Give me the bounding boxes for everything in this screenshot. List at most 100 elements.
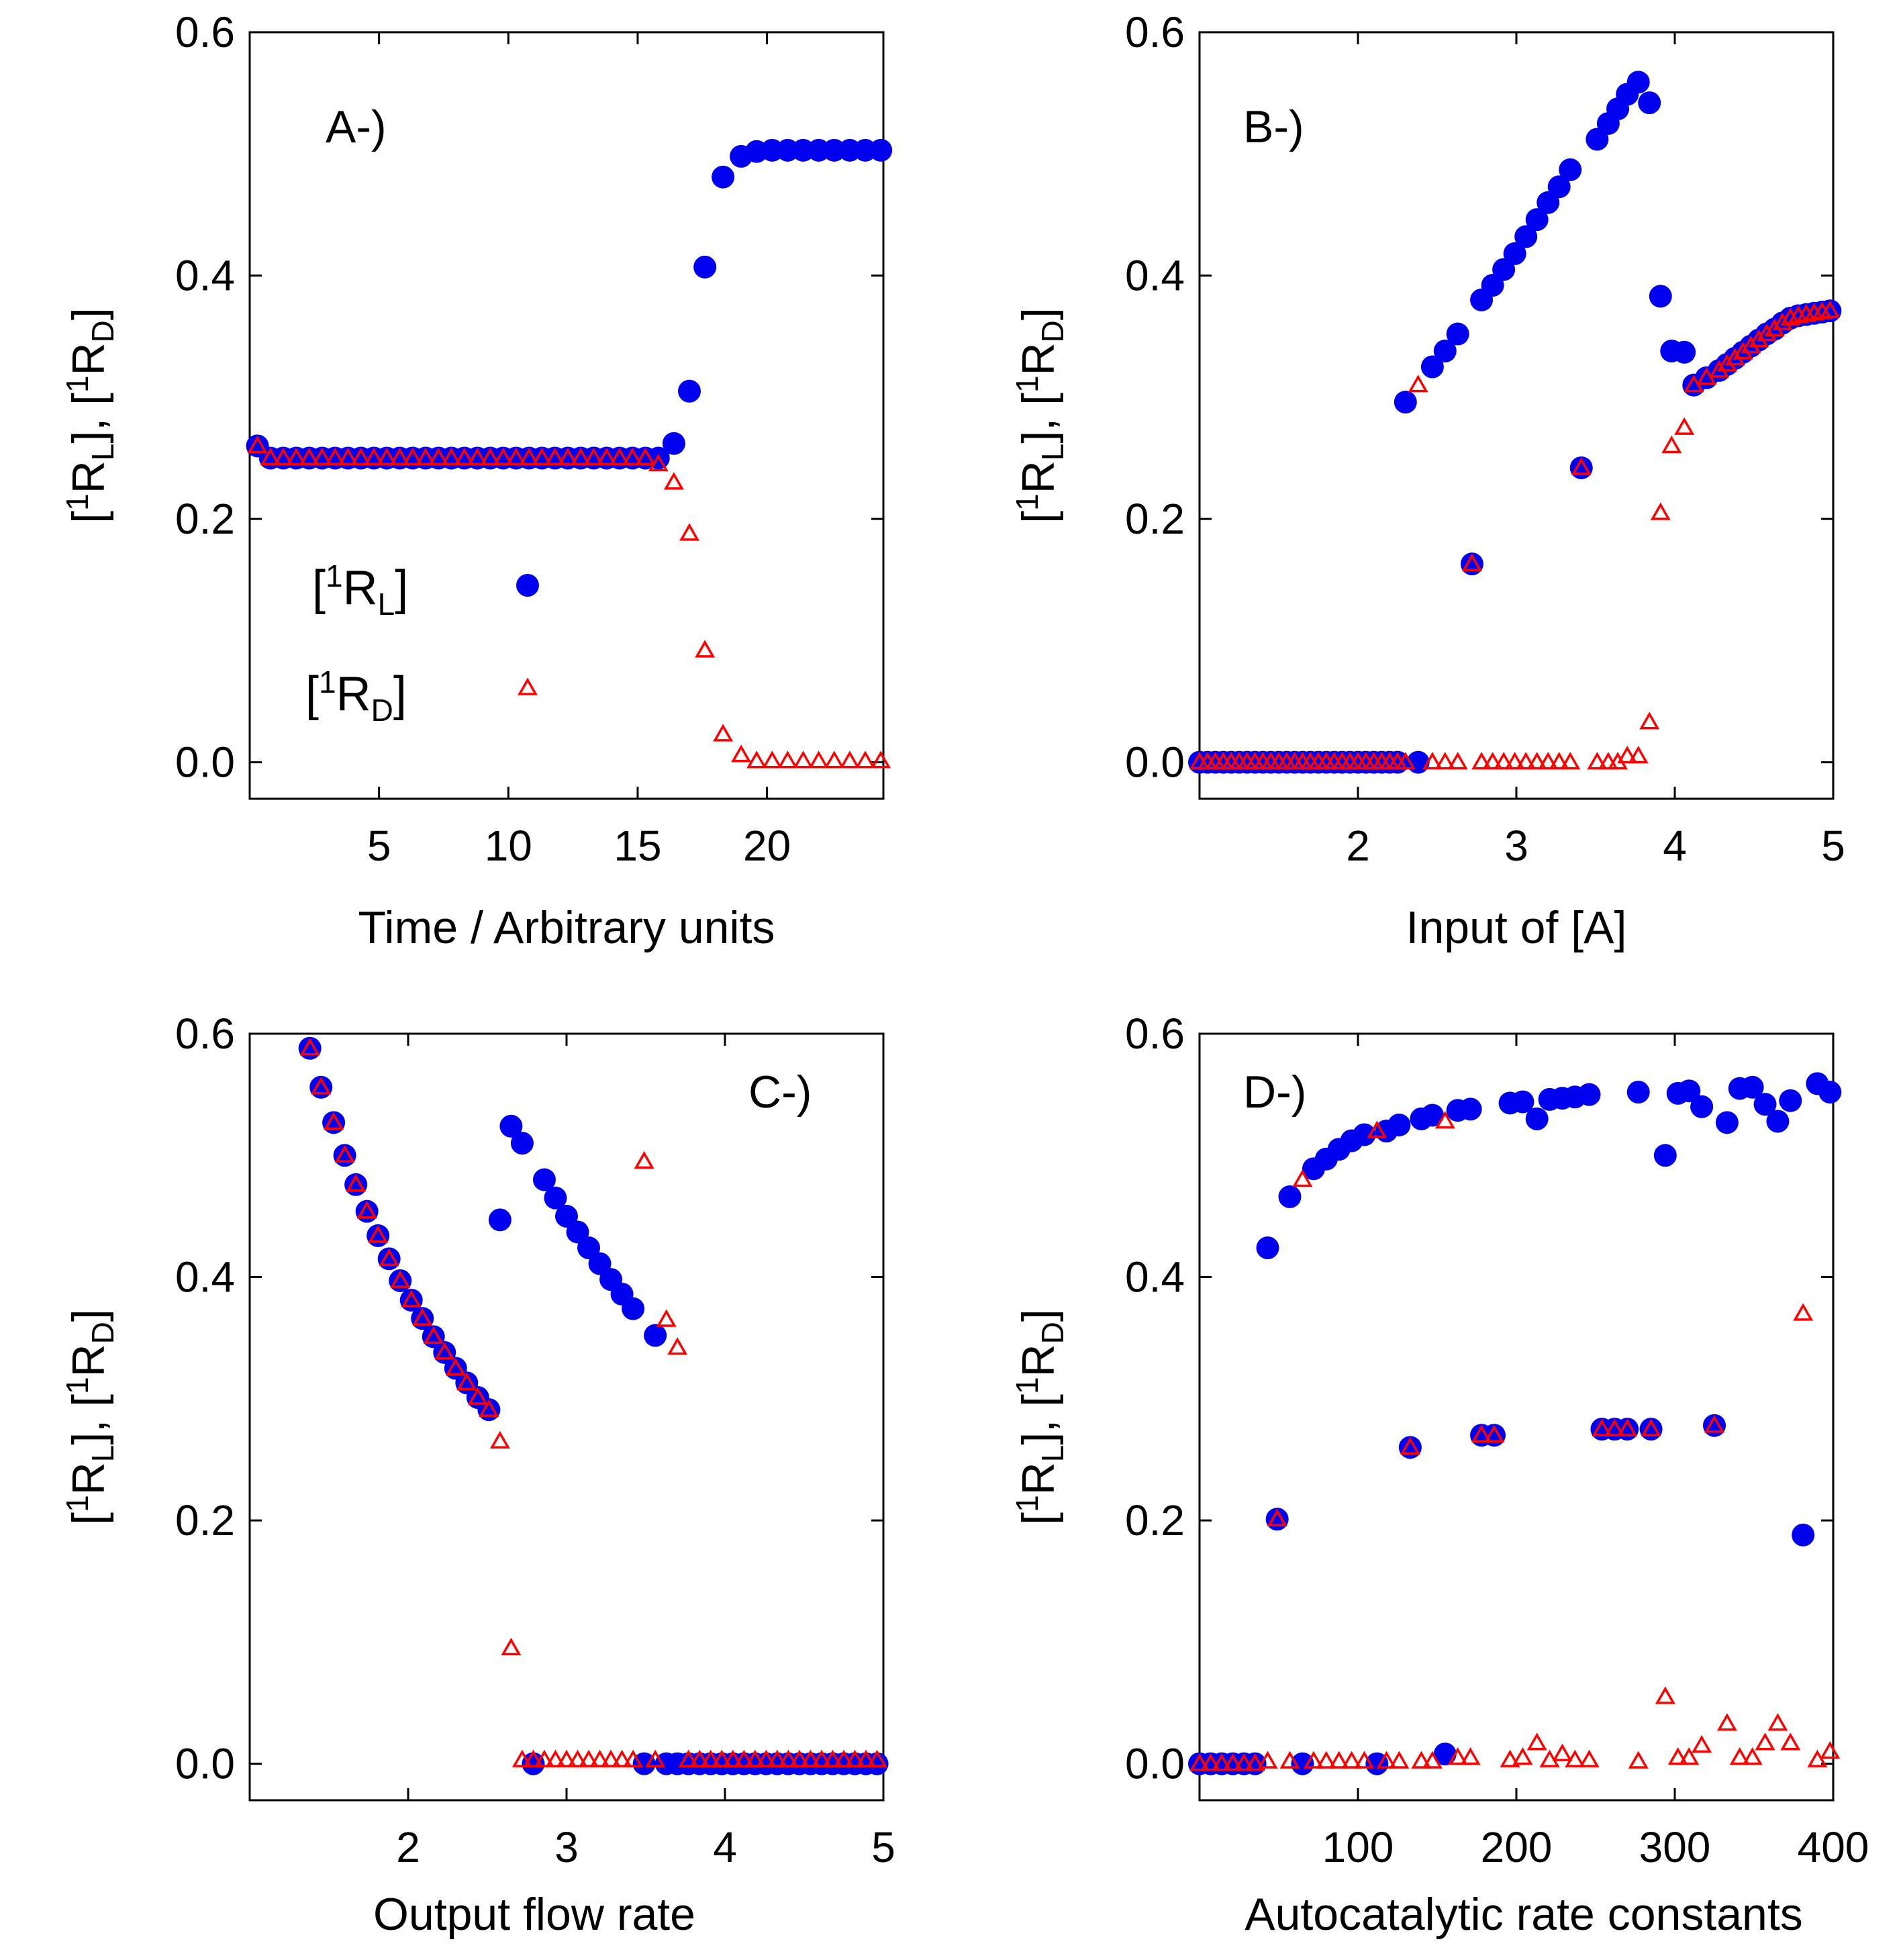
panel-d-point-rd [1389, 1751, 1410, 1769]
panel-b-point-rd [1598, 752, 1618, 770]
panel-d-point-rd [1279, 1751, 1300, 1769]
panel-a-point-rd [402, 447, 423, 466]
panel-d-point-rd [1460, 1747, 1481, 1765]
panel-c-point-rl [499, 1114, 523, 1138]
panel-a-point-rd [350, 447, 371, 466]
panel-d-ytick-label: 0.0 [1125, 1740, 1185, 1788]
panel-c-point-rl [865, 1752, 889, 1775]
panel-d-plot-area [1198, 1032, 1835, 1802]
panel-b-point-rd [1504, 752, 1525, 770]
panel-b-point-rl [1525, 208, 1549, 232]
panel-b-points [1188, 70, 1842, 774]
panel-d-point-rd [1245, 1753, 1265, 1771]
panel-a-point-rd [571, 447, 591, 466]
panel-a-point-rd [389, 447, 410, 466]
panel-d-ticks: 0.0 0.2 0.4 0.6 100 200 300 400 [1125, 1010, 1869, 1871]
panel-d-point-rd [1793, 1303, 1814, 1321]
panel-d-ytick-label: 0.2 [1125, 1496, 1185, 1545]
panel-b-point-rl [1673, 340, 1696, 364]
panel-d-point-rd [1552, 1743, 1573, 1761]
panel-d-point-rl [1353, 1123, 1376, 1146]
panel-d-point-rd [1592, 1418, 1612, 1436]
panel-c-x-axis-label: Output flow rate [373, 1889, 695, 1940]
panel-c-point-rd [511, 1749, 532, 1767]
panel-b-point-rd [1639, 712, 1660, 730]
panel-b-point-rd [1628, 746, 1649, 764]
panel-a-point-rd [762, 750, 783, 769]
panel-a-ticks: 0.0 0.2 0.4 0.6 5 10 15 20 [175, 8, 883, 870]
panel-a-points [246, 138, 893, 769]
panel-b-point-rd [1447, 752, 1468, 770]
panel-a-point-rd [583, 447, 604, 466]
panel-b-point-rd [1461, 553, 1482, 571]
panel-c-ytick-label: 0.4 [175, 1253, 235, 1302]
panel-b-point-rd [1422, 752, 1443, 770]
panel-d-y-axis-label: [1RL], [1RD] [1010, 1309, 1070, 1525]
panel-c-xtick-label: 4 [713, 1823, 737, 1871]
panel-c-point-rd [567, 1749, 588, 1767]
panel-d-point-rd [1692, 1734, 1712, 1753]
panel-b-point-rd [1482, 752, 1503, 770]
panel-c-point-rd [412, 1308, 433, 1326]
panel-c-point-rd [601, 1749, 622, 1767]
panel-d-point-rl [1792, 1523, 1815, 1547]
panel-a-point-rl [678, 379, 701, 403]
panel-d-point-rd [1617, 1418, 1638, 1436]
panel-b-xtick-label: 4 [1663, 822, 1687, 870]
panel-d-xtick-label: 300 [1639, 1823, 1711, 1871]
panel-b-point-rl [1492, 258, 1516, 281]
panel-c-point-rd [368, 1225, 389, 1243]
panel-c-ytick-label: 0.0 [175, 1740, 235, 1788]
panel-c-point-rd [756, 1749, 777, 1767]
panel-d-point-rd [1292, 1169, 1313, 1187]
panel-c-point-rl [544, 1186, 567, 1210]
panel-b-point-rd [1560, 752, 1581, 770]
panel-c-point-rl [522, 1752, 545, 1775]
panel-d-point-rd [1512, 1747, 1533, 1765]
panel-a-point-rd [855, 750, 876, 769]
panel-a-point-rd [663, 472, 684, 490]
panel-b-point-rl [1433, 339, 1457, 362]
panel-d-point-rd [1483, 1424, 1504, 1442]
panel-b-point-rd [1526, 752, 1547, 770]
panel-d-point-rl [1577, 1083, 1601, 1106]
panel-d-point-rd [1267, 1508, 1287, 1527]
panel-b-label: B-) [1243, 101, 1304, 152]
panel-d-point-rd [1222, 1753, 1243, 1771]
panel-b-ytick-label: 0.2 [1125, 495, 1185, 543]
panel-d-point-rd [1354, 1751, 1375, 1769]
panel-c-point-rl [555, 1204, 578, 1228]
panel-d-point-rl [1677, 1079, 1701, 1103]
panel-a-point-rd [493, 447, 514, 466]
panel-c-label: C-) [748, 1067, 812, 1118]
panel-a-point-rd [363, 447, 384, 466]
panel-d-point-rl [1511, 1090, 1534, 1114]
panel-a-point-rd [679, 523, 700, 541]
panel-c-point-rd [556, 1749, 577, 1767]
panel-b-point-rl [1503, 242, 1526, 265]
panel-c-xtick-label: 5 [871, 1823, 895, 1871]
panel-d-point-rl [1420, 1104, 1444, 1127]
panel-b: 0.0 0.2 0.4 0.6 2 3 4 5 B-) Input of [A] [1RL],… [1010, 8, 1845, 953]
panel-d-point-rd [1341, 1751, 1362, 1769]
panel-c-point-rd [579, 1749, 599, 1767]
panel-c-point-rd [311, 1077, 332, 1095]
panel-a-point-rd [415, 447, 436, 466]
panel-d-point-rd [1820, 1741, 1841, 1759]
panel-c-point-rd [712, 1749, 732, 1767]
panel-d-point-rd [1641, 1418, 1661, 1436]
panel-d-point-rd [1628, 1751, 1649, 1769]
panel-a-point-rd [839, 750, 860, 769]
panel-d-label: D-) [1243, 1067, 1306, 1118]
panel-c-point-rd [789, 1749, 810, 1767]
panel-a-point-rd [286, 447, 307, 466]
panel-c-point-rd [689, 1749, 710, 1767]
panel-b-point-rd [1650, 502, 1671, 520]
panel-d-point-rl [1387, 1113, 1411, 1136]
panel-d-point-rd [1526, 1732, 1547, 1751]
panel-a-ytick-label: 0.6 [175, 8, 235, 56]
panel-c-point-rd [467, 1387, 488, 1405]
panel-d-point-rl [1653, 1144, 1677, 1167]
panel-c-point-rl [622, 1297, 645, 1320]
panel-d-point-rd [1376, 1751, 1397, 1769]
